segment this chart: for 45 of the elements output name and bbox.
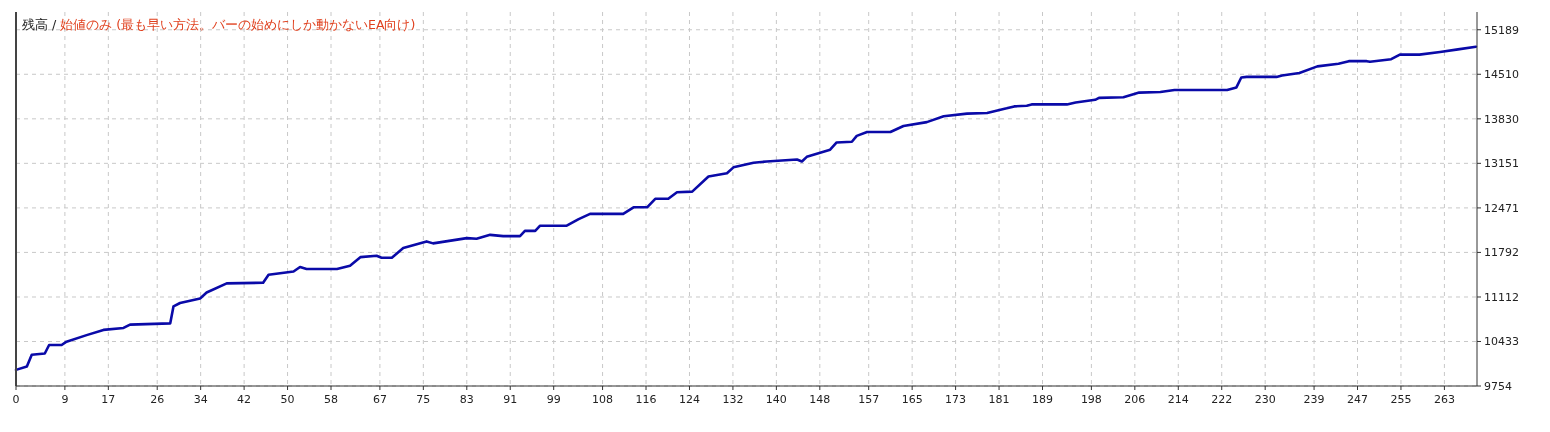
x-tick-label: 189 <box>1032 393 1053 406</box>
y-tick-label: 15189 <box>1484 23 1519 37</box>
y-tick-label: 13830 <box>1484 112 1519 126</box>
x-tick-label: 67 <box>372 393 387 406</box>
x-tick-label: 34 <box>193 393 208 406</box>
x-tick-label: 140 <box>765 393 787 406</box>
y-tick-label: 13151 <box>1484 157 1519 171</box>
x-tick-label: 263 <box>1433 393 1455 406</box>
x-tick-label: 50 <box>280 393 295 406</box>
y-tick-label: 14510 <box>1484 68 1519 82</box>
x-tick-label: 17 <box>101 393 116 406</box>
x-tick-label: 165 <box>901 393 923 406</box>
x-tick-label: 247 <box>1347 393 1369 406</box>
x-tick-label: 108 <box>592 393 614 406</box>
line-series <box>14 45 1478 372</box>
x-tick-label: 26 <box>150 393 165 406</box>
x-tick-label: 132 <box>722 393 744 406</box>
text: 残高 / <box>22 17 57 32</box>
y-tick-label: 11792 <box>1484 246 1519 260</box>
x-tick-label: 75 <box>416 393 431 406</box>
x-tick-label: 230 <box>1254 393 1276 406</box>
x-tick-label: 124 <box>678 393 700 406</box>
x-tick-label: 181 <box>988 393 1010 406</box>
y-tick-label: 9754 <box>1484 379 1512 393</box>
y-tick-label: 12471 <box>1484 201 1519 215</box>
x-tick-label: 214 <box>1167 393 1189 406</box>
x-tick-label: 222 <box>1211 393 1233 406</box>
x-tick-label: 206 <box>1124 393 1146 406</box>
x-tick-label: 0 <box>12 393 20 406</box>
x-tick-label: 42 <box>237 393 252 406</box>
x-tick-label: 239 <box>1303 393 1325 406</box>
x-tick-label: 116 <box>635 393 657 406</box>
x-tick-label: 157 <box>858 393 880 406</box>
x-tick-label: 148 <box>809 393 831 406</box>
x-tick-label: 255 <box>1390 393 1412 406</box>
y-tick-label: 10433 <box>1484 335 1519 349</box>
x-tick-label: 91 <box>503 393 518 406</box>
x-tick-label: 99 <box>546 393 561 406</box>
x-tick-label: 9 <box>61 393 69 406</box>
x-tick-label: 173 <box>945 393 967 406</box>
text: 始値のみ (最も早い方法。バーの始めにしか動かないEA向け) <box>60 17 416 32</box>
x-tick-label: 83 <box>459 393 474 406</box>
y-tick-label: 11112 <box>1484 290 1519 304</box>
x-tick-label: 58 <box>324 393 339 406</box>
x-tick-label: 198 <box>1080 393 1102 406</box>
